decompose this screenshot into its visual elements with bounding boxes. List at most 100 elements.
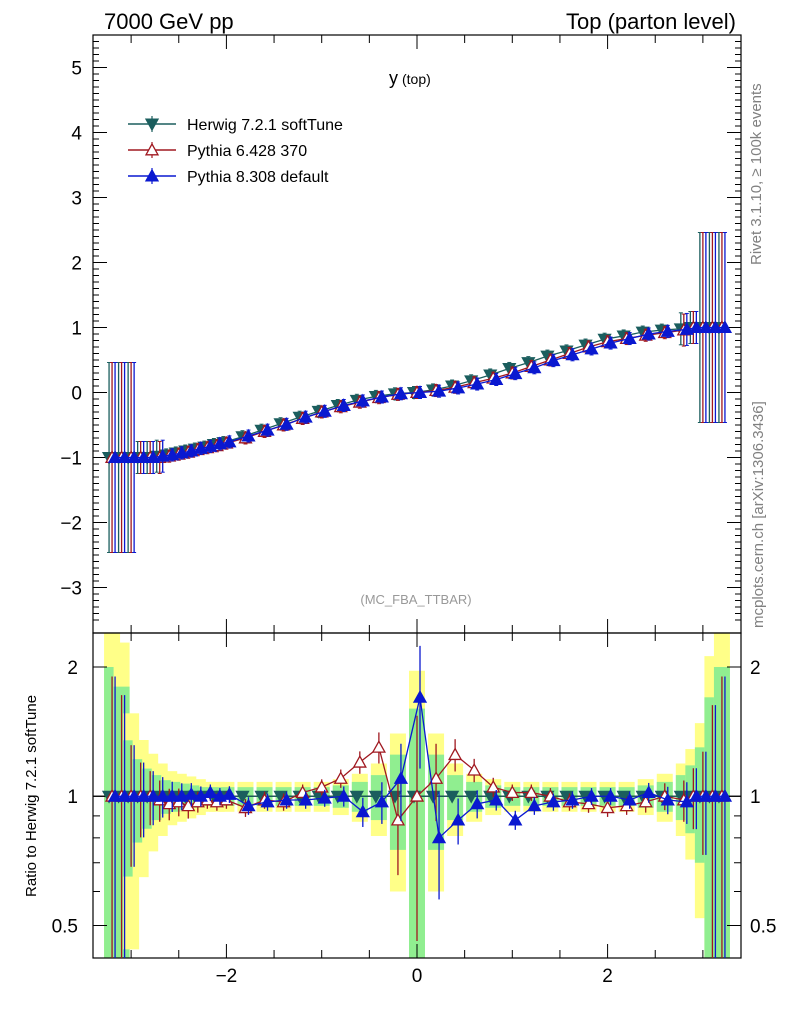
ratio-y-tick-label-right: 1: [750, 787, 761, 808]
legend-label: Herwig 7.2.1 softTune: [187, 117, 343, 134]
data-point: [431, 383, 447, 397]
data-point: [708, 320, 723, 333]
data-point: [144, 142, 160, 156]
x-tick-label: −2: [216, 966, 238, 987]
data-point: [235, 790, 250, 804]
data-point: [428, 771, 444, 784]
data-point: [689, 320, 704, 333]
data-point: [622, 331, 637, 345]
data-point: [336, 398, 351, 411]
data-point: [174, 788, 189, 802]
data-point: [374, 389, 389, 403]
data-point: [448, 747, 463, 761]
data-point: [107, 788, 123, 802]
data-point: [527, 798, 542, 812]
data-point: [546, 353, 561, 367]
data-point: [355, 804, 370, 818]
data-point: [155, 788, 170, 802]
header-right: Top (parton level): [566, 9, 736, 34]
data-point: [616, 790, 631, 804]
data-point: [174, 445, 189, 459]
data-point: [464, 790, 479, 804]
data-point: [584, 788, 599, 802]
data-point: [212, 436, 227, 450]
data-point: [689, 788, 704, 802]
data-point: [144, 118, 160, 132]
data-point: [489, 372, 504, 385]
data-point: [203, 785, 218, 799]
data-point: [524, 785, 539, 799]
y-tick-label: 2: [71, 254, 82, 275]
data-point: [584, 341, 599, 355]
data-point: [641, 785, 656, 799]
data-point: [374, 794, 389, 808]
data-point: [355, 393, 370, 407]
data-point: [603, 335, 618, 349]
main-title-main: y: [389, 68, 398, 88]
data-point: [212, 788, 227, 802]
data-point: [144, 168, 160, 182]
data-point: [546, 794, 561, 808]
data-point: [222, 787, 237, 800]
ratio-y-tick-label-right: 0.5: [750, 916, 776, 937]
data-point: [641, 326, 656, 340]
data-point: [603, 788, 618, 802]
data-point: [717, 788, 733, 802]
data-point: [368, 790, 383, 804]
data-point: [136, 450, 151, 463]
y-tick-label: −2: [60, 514, 82, 535]
data-point: [146, 788, 161, 802]
data-point: [336, 788, 351, 802]
data-point: [660, 792, 675, 806]
data-point: [467, 762, 482, 776]
data-point: [127, 450, 142, 463]
data-point: [117, 788, 132, 802]
data-point: [393, 386, 409, 400]
data-point: [451, 380, 466, 394]
data-point: [349, 790, 364, 804]
data-point: [412, 385, 428, 398]
data-point: [260, 422, 275, 436]
data-point: [165, 447, 180, 461]
data-point: [445, 790, 460, 804]
data-point: [660, 324, 675, 337]
y-tick-label: −3: [60, 579, 82, 600]
main-title: y (top): [389, 68, 431, 88]
data-point: [314, 779, 329, 793]
data-point: [317, 790, 332, 804]
legend-label: Pythia 8.308 default: [187, 169, 329, 186]
data-point: [193, 441, 208, 454]
y-tick-label: −1: [60, 449, 82, 470]
y-tick-label: 3: [71, 189, 82, 210]
data-point: [298, 409, 313, 423]
data-point: [508, 812, 523, 826]
header-left: 7000 GeV pp: [104, 9, 234, 34]
data-point: [165, 788, 180, 802]
y-tick-label: 1: [71, 319, 82, 340]
data-point: [527, 360, 542, 374]
data-point: [708, 788, 723, 802]
data-point: [489, 792, 504, 806]
legend-label: Pythia 6.428 370: [187, 143, 307, 160]
data-point: [222, 434, 237, 448]
data-point: [600, 800, 615, 814]
data-point: [698, 320, 713, 333]
ratio-y-tick-label-right: 2: [750, 658, 761, 679]
ratio-ylabel: Ratio to Herwig 7.2.1 softTune: [23, 695, 40, 897]
data-point: [193, 788, 208, 802]
data-point: [393, 771, 409, 784]
data-point: [333, 771, 348, 784]
data-point: [127, 788, 142, 802]
data-point: [409, 788, 425, 802]
data-point: [451, 812, 466, 826]
data-point: [679, 322, 694, 335]
mcplots-info: mcplots.cern.ch [arXiv:1306.3436]: [750, 401, 767, 628]
main-title-sub: (top): [402, 71, 431, 87]
data-point: [508, 366, 523, 380]
ratio-series: [101, 645, 733, 958]
x-tick-label: 2: [602, 966, 613, 987]
data-point: [107, 450, 123, 463]
data-point: [146, 450, 161, 463]
data-point: [698, 788, 713, 802]
data-point: [717, 320, 733, 333]
